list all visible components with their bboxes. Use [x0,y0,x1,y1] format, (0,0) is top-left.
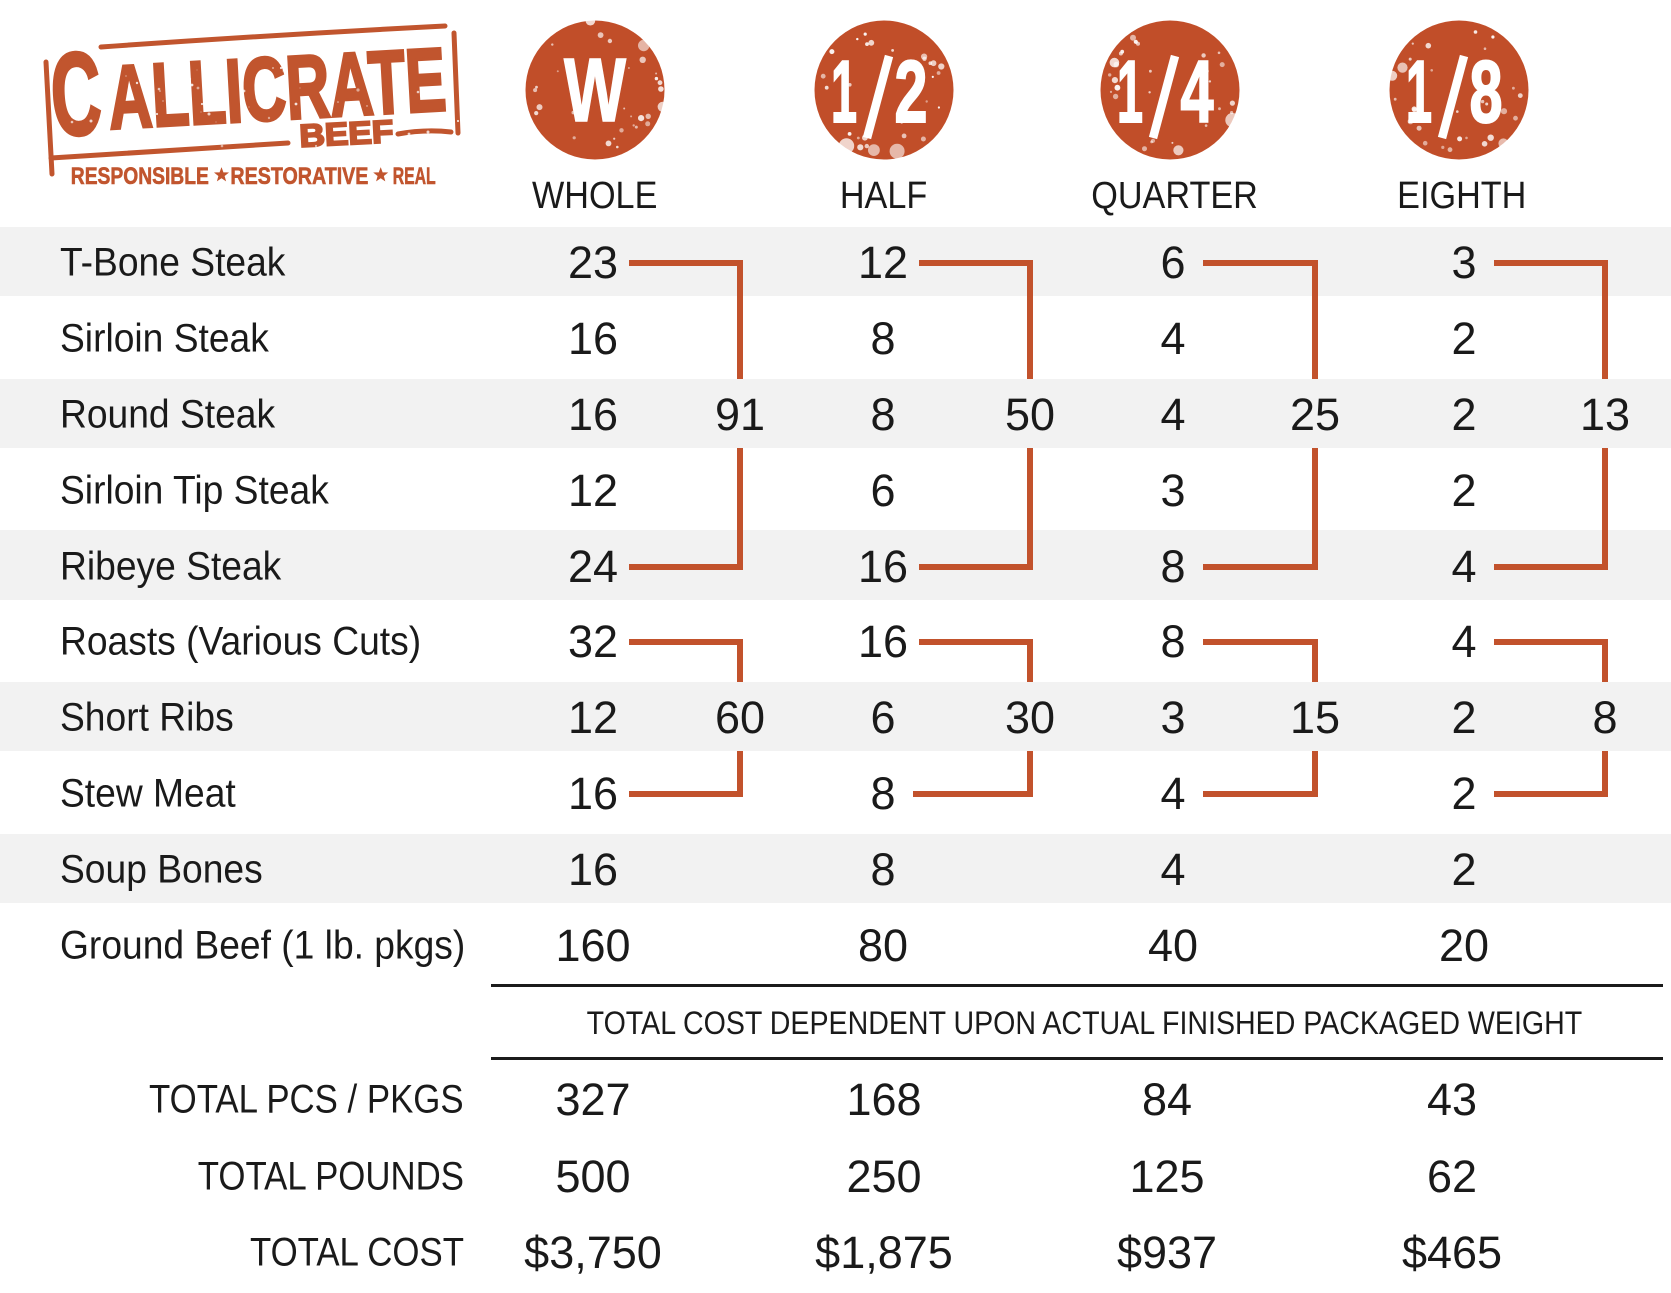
svg-text:W: W [564,41,626,141]
svg-text:1: 1 [831,42,857,141]
svg-text:2: 2 [895,42,928,141]
svg-text:C: C [47,27,104,162]
svg-text:8: 8 [1470,42,1503,141]
svg-text:1: 1 [1406,42,1432,141]
svg-text:4: 4 [1181,42,1214,141]
svg-text:RESTORATIVE: RESTORATIVE [230,163,368,190]
svg-text:ALLICRATE: ALLICRATE [105,30,448,149]
svg-text:1: 1 [1117,42,1143,141]
svg-text:BEEF: BEEF [298,113,394,154]
svg-text:RESPONSIBLE: RESPONSIBLE [71,163,209,190]
svg-text:REAL: REAL [393,163,436,190]
